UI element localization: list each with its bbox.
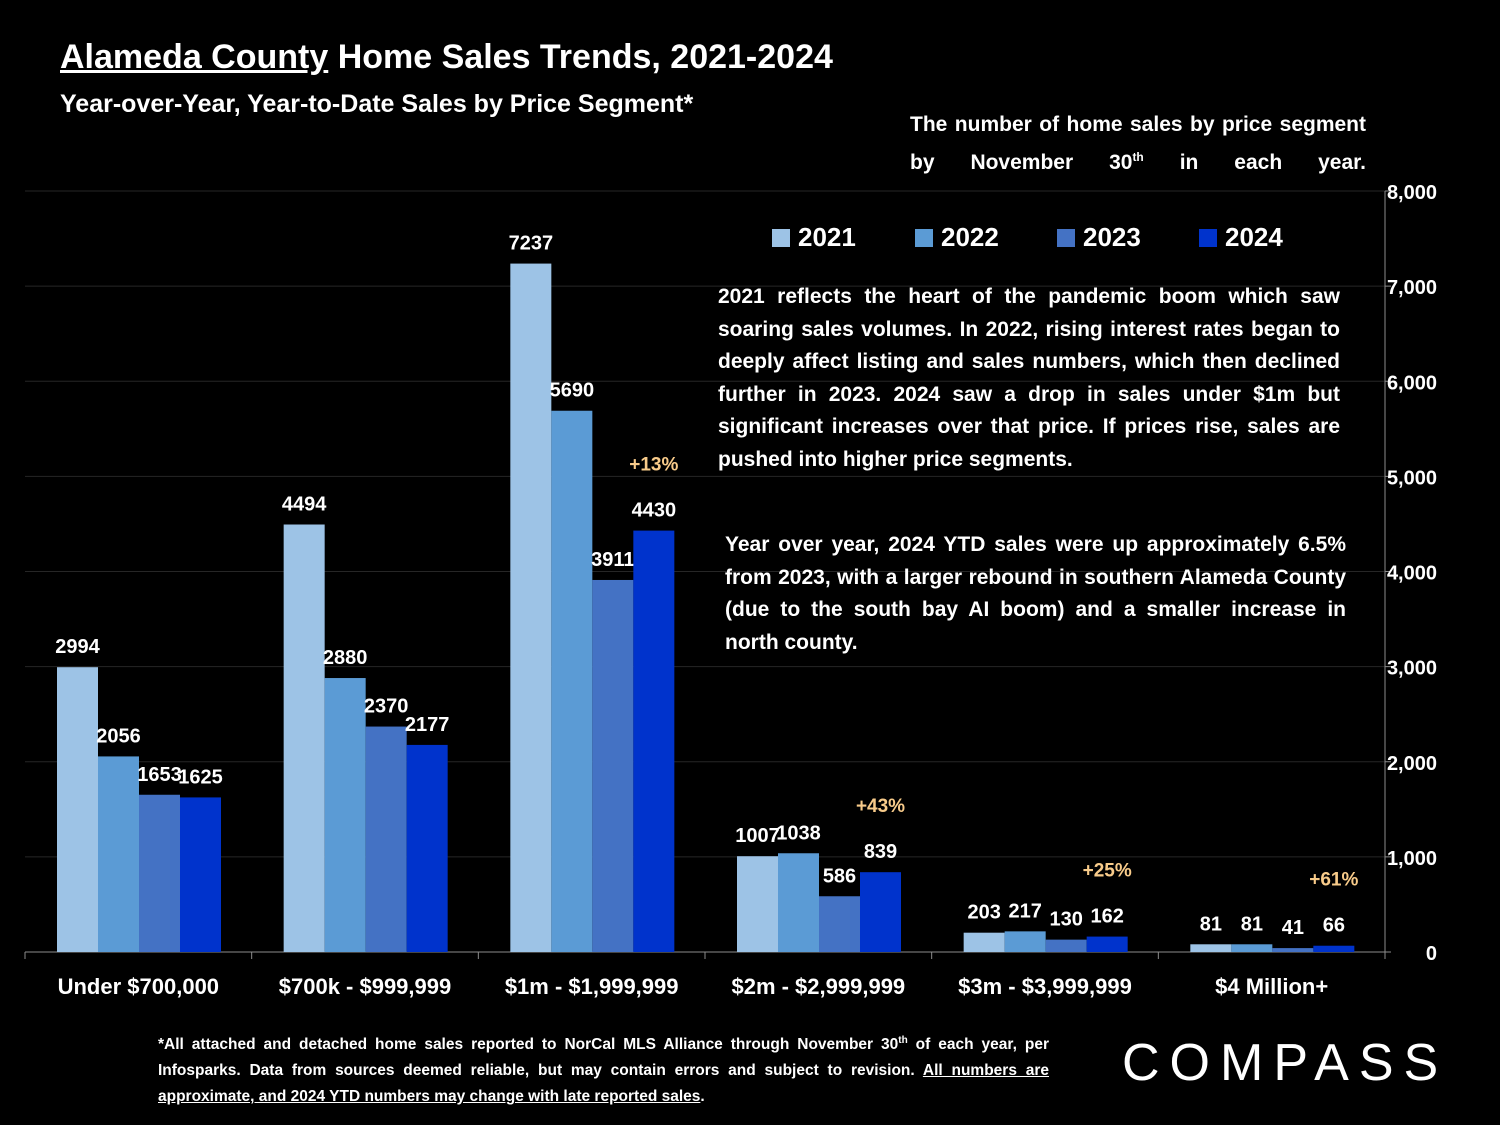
bar-2024 [406,744,448,952]
bar-2023 [139,794,180,952]
change-annotation: +43% [856,796,905,817]
change-annotation: +61% [1309,870,1358,891]
data-label: 2370 [364,696,409,718]
legend-label: 2024 [1225,222,1283,252]
bar-2024 [1086,936,1128,952]
bar-2021 [737,856,778,952]
bar-2022 [1231,944,1273,952]
category-label: $1m - $1,999,999 [505,974,679,999]
data-label: 81 [1241,913,1263,935]
data-label: 3911 [591,549,634,571]
legend-item-2022: 2022 [915,222,1057,253]
change-annotation: +13% [629,455,678,476]
data-label: 4494 [282,494,327,516]
data-label: 2177 [405,714,450,736]
footnote-part2: of each year, per Infosparks. Data from … [158,1036,1049,1080]
bar-2024 [1313,945,1355,952]
date-note-line1: The number of home sales by price [910,113,1273,136]
data-label: 130 [1049,909,1082,931]
data-label: 586 [823,865,856,887]
data-label: 1625 [178,766,223,788]
bar-2023 [1045,939,1087,952]
data-label: 2994 [55,636,100,658]
legend-label: 2021 [798,222,856,252]
y-tick-label: 1,000 [1387,848,1437,870]
date-note-line2: segment by November 30 [910,113,1366,174]
category-label: $700k - $999,999 [279,974,452,999]
legend-item-2021: 2021 [772,222,915,253]
title-county: Alameda County [60,38,329,76]
legend-label: 2022 [941,222,999,252]
category-label: $3m - $3,999,999 [958,974,1132,999]
data-label: 66 [1323,915,1345,937]
footnote-underlined: All numbers are approximate, and 2024 YT… [158,1062,1049,1106]
bar-2021 [963,932,1005,952]
legend-swatch [772,228,790,247]
legend-swatch [915,228,933,247]
legend-swatch [1199,228,1217,247]
chart-subtitle: Year-over-Year, Year-to-Date Sales by Pr… [60,90,694,118]
bar-2023 [819,896,860,952]
y-tick-label: 7,000 [1387,277,1437,299]
data-label: 203 [967,902,1000,924]
data-label: 7237 [509,233,554,255]
bar-2021 [1190,944,1232,952]
bar-2021 [57,667,98,952]
footnote-sup: th [898,1035,908,1046]
chart-legend: 2021 2022 2023 2024 [772,222,1341,253]
date-note-line2-end: in each year. [1143,151,1366,174]
bar-2022 [324,678,366,952]
data-label: 1007 [735,825,780,847]
bar-2024 [860,872,901,952]
bar-2022 [98,756,139,952]
data-label: 839 [864,841,897,863]
data-label: 5690 [550,380,595,402]
bar-2023 [592,579,634,952]
category-label: $4 Million+ [1215,974,1328,999]
data-label: 162 [1090,906,1123,928]
title-rest: Home Sales Trends, 2021-2024 [328,38,833,76]
y-tick-label: 8,000 [1387,182,1437,204]
data-label: 2880 [323,647,368,669]
date-note: The number of home sales by price segmen… [910,108,1366,179]
bar-2024 [180,797,221,952]
legend-swatch [1057,228,1075,247]
change-annotation: +25% [1083,861,1132,882]
chart-title: Alameda County Home Sales Trends, 2021-2… [60,38,833,77]
y-tick-label: 0 [1426,943,1437,965]
bar-2024 [633,530,675,952]
commentary-paragraph-1: 2021 reflects the heart of the pandemic … [718,285,1340,471]
data-label: 41 [1282,917,1304,939]
footnote: *All attached and detached home sales re… [158,1028,1049,1110]
footnote-end: . [700,1088,705,1106]
category-label: Under $700,000 [58,974,219,999]
bar-2021 [510,263,552,952]
category-label: $2m - $2,999,999 [731,974,905,999]
y-tick-label: 5,000 [1387,467,1437,489]
legend-item-2023: 2023 [1057,222,1199,253]
data-label: 81 [1200,913,1222,935]
data-label: 4430 [632,500,677,522]
bar-2022 [1004,931,1046,952]
footnote-part1: *All attached and detached home sales re… [158,1036,899,1054]
bar-2023 [365,726,407,952]
bar-2021 [283,524,325,952]
bar-2022 [551,410,593,952]
y-tick-label: 6,000 [1387,372,1437,394]
commentary-paragraph-2: Year over year, 2024 YTD sales were up a… [725,533,1346,654]
date-note-sup: th [1132,150,1144,164]
data-label: 2056 [96,725,141,747]
data-label: 1653 [137,764,182,786]
data-label: 217 [1008,900,1041,922]
bar-2023 [1272,948,1314,952]
legend-item-2024: 2024 [1199,222,1341,253]
y-tick-label: 3,000 [1387,658,1437,680]
data-label: 1038 [776,822,821,844]
bar-2022 [778,853,819,952]
y-tick-label: 4,000 [1387,563,1437,585]
compass-logo: COMPASS [1122,1034,1449,1092]
legend-label: 2023 [1083,222,1141,252]
y-tick-label: 2,000 [1387,753,1437,775]
